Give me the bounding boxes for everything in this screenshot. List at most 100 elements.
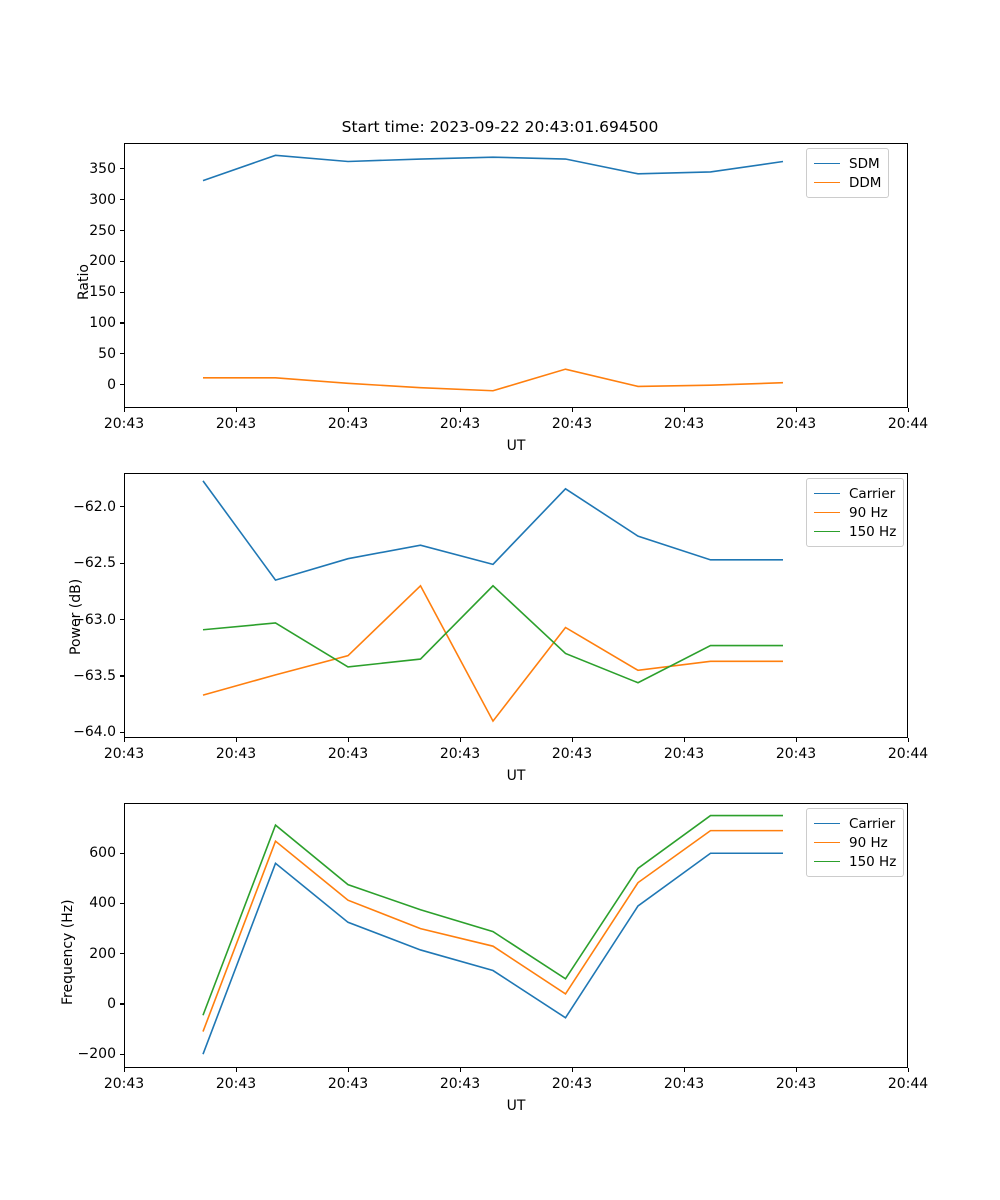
x-tick-label: 20:43 <box>215 746 257 762</box>
legend-color-swatch <box>814 531 840 532</box>
x-tick-mark <box>795 408 797 413</box>
x-tick-label: 20:43 <box>663 1076 705 1092</box>
x-tick-label: 20:43 <box>103 416 145 432</box>
legend-label: SDM <box>849 155 880 172</box>
y-tick-label: −64.0 <box>73 724 116 741</box>
x-tick-label: 20:43 <box>663 746 705 762</box>
x-tick-mark <box>795 1068 797 1073</box>
x-tick-label: 20:43 <box>103 1076 145 1092</box>
x-tick-label: 20:43 <box>327 1076 369 1092</box>
x-tick-mark <box>123 738 125 743</box>
x-tick-mark <box>683 1068 685 1073</box>
legend-entry: 90 Hz <box>814 503 896 522</box>
x-tick-mark <box>235 738 237 743</box>
y-tick-mark <box>119 953 124 955</box>
x-tick-label: 20:44 <box>887 1076 929 1092</box>
y-tick-mark <box>119 902 124 905</box>
series-line-sdm <box>202 154 784 182</box>
y-tick-label: 150 <box>89 284 116 301</box>
x-tick-label: 20:43 <box>439 746 481 762</box>
x-tick-mark <box>795 738 797 743</box>
y-tick-mark <box>119 168 124 170</box>
y-tick-mark <box>119 260 124 262</box>
x-tick-mark <box>907 738 909 743</box>
legend-label: 90 Hz <box>849 834 888 851</box>
y-tick-mark <box>119 731 124 733</box>
ratio-legend: SDM DDM <box>806 148 890 198</box>
x-tick-mark <box>459 1068 461 1073</box>
x-tick-label: 20:43 <box>775 416 817 432</box>
y-tick-mark <box>119 675 124 677</box>
x-tick-label: 20:43 <box>775 1076 817 1092</box>
series-line-150-hz <box>202 584 783 684</box>
x-tick-mark <box>347 408 349 413</box>
x-tick-mark <box>907 1068 909 1073</box>
x-tick-mark <box>571 738 573 743</box>
y-tick-label: 350 <box>89 160 116 177</box>
x-tick-label: 20:43 <box>327 746 369 762</box>
x-tick-label: 20:43 <box>215 1076 257 1092</box>
series-line-carrier <box>202 480 783 582</box>
legend-entry: 150 Hz <box>814 852 896 871</box>
y-tick-label: 200 <box>89 253 116 270</box>
legend-entry: 90 Hz <box>814 833 896 852</box>
legend-label: Carrier <box>849 485 896 502</box>
power-legend: Carrier 90 Hz 150 Hz <box>806 478 905 547</box>
y-tick-label: 200 <box>89 945 116 962</box>
y-tick-label: −63.0 <box>73 611 116 628</box>
legend-entry: DDM <box>814 173 881 192</box>
y-tick-mark <box>119 322 124 324</box>
x-tick-mark <box>571 408 573 413</box>
figure-title: Start time: 2023-09-22 20:43:01.694500 <box>341 118 659 136</box>
x-tick-label: 20:43 <box>439 1076 481 1092</box>
y-tick-mark <box>119 291 124 293</box>
ratio-plot-lines <box>202 154 784 392</box>
legend-color-swatch <box>814 842 840 843</box>
x-tick-label: 20:43 <box>215 416 257 432</box>
x-tick-label: 20:44 <box>887 416 929 432</box>
y-tick-label: 600 <box>89 845 116 862</box>
legend-color-swatch <box>814 512 840 513</box>
y-tick-label: 0 <box>107 376 116 393</box>
x-tick-mark <box>235 1068 237 1073</box>
x-tick-mark <box>907 408 909 413</box>
power-x-axis-label: UT <box>506 768 526 784</box>
x-tick-mark <box>123 408 125 413</box>
legend-color-swatch <box>814 861 840 862</box>
x-tick-mark <box>571 1068 573 1073</box>
y-tick-mark <box>119 506 124 508</box>
x-tick-mark <box>683 408 685 413</box>
frequency-legend: Carrier 90 Hz 150 Hz <box>806 808 905 877</box>
x-tick-label: 20:43 <box>103 746 145 762</box>
series-line-carrier <box>202 852 783 1055</box>
ratio-plot-frame <box>124 143 908 408</box>
y-tick-mark <box>119 230 124 232</box>
y-tick-mark <box>119 852 124 854</box>
y-tick-label: 300 <box>89 191 116 208</box>
legend-color-swatch <box>814 493 840 494</box>
x-tick-mark <box>683 738 685 743</box>
x-tick-label: 20:43 <box>663 416 705 432</box>
x-tick-label: 20:43 <box>439 416 481 432</box>
y-tick-mark <box>119 619 124 621</box>
y-tick-label: −200 <box>77 1046 116 1063</box>
x-tick-mark <box>459 738 461 743</box>
legend-color-swatch <box>814 163 840 164</box>
series-line-150-hz <box>202 814 783 1016</box>
series-line-90-hz <box>202 584 783 723</box>
ratio-x-axis-label: UT <box>506 438 526 454</box>
legend-label: 150 Hz <box>849 523 897 540</box>
x-tick-label: 20:43 <box>327 416 369 432</box>
ratio-panel: Ratio UT 0 50 100 150 200 250 300 350 20:43 20:4… <box>0 0 1000 460</box>
y-tick-mark <box>119 1053 124 1055</box>
legend-entry: SDM <box>814 154 881 173</box>
y-tick-label: 400 <box>89 895 116 912</box>
x-tick-mark <box>235 408 237 413</box>
x-tick-mark <box>123 1068 125 1073</box>
x-tick-label: 20:43 <box>775 746 817 762</box>
